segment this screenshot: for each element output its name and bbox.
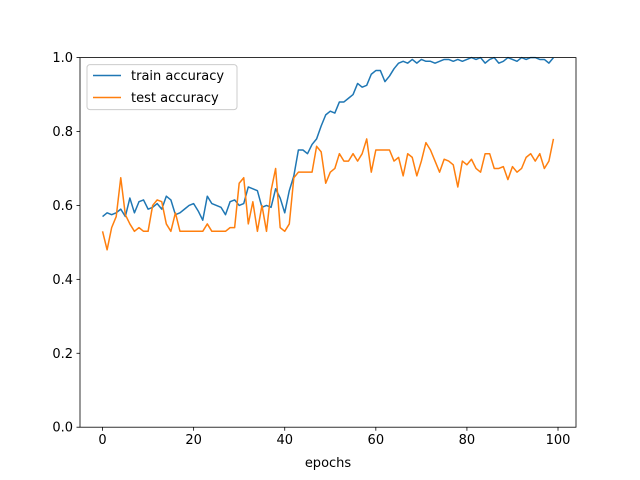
x-axis-ticks: 0 20 40 60 80 100 <box>98 427 570 448</box>
x-tick-label: 0 <box>98 433 106 448</box>
y-tick-label: 0.4 <box>52 273 73 288</box>
x-tick-label: 20 <box>185 433 202 448</box>
legend: train accuracy test accuracy <box>86 64 238 111</box>
y-tick-label: 0.8 <box>52 125 73 140</box>
series-line-train <box>102 56 555 221</box>
x-tick-label: 60 <box>368 433 385 448</box>
legend-box <box>86 64 238 111</box>
x-tick-label: 80 <box>459 433 476 448</box>
x-axis-label: epochs <box>305 456 352 471</box>
y-tick-label: 1.0 <box>52 51 73 66</box>
y-tick-label: 0.0 <box>52 421 73 436</box>
legend-label-test: test accuracy <box>131 91 219 106</box>
x-tick-label: 100 <box>546 433 571 448</box>
legend-label-train: train accuracy <box>131 69 224 84</box>
y-tick-label: 0.2 <box>52 347 73 362</box>
y-axis-ticks: 0.0 0.2 0.4 0.6 0.8 1.0 <box>52 51 80 436</box>
series-line-test <box>101 138 555 251</box>
y-tick-label: 0.6 <box>52 199 73 214</box>
plot-frame <box>79 57 577 428</box>
x-tick-label: 40 <box>276 433 293 448</box>
series-layer <box>101 56 555 251</box>
